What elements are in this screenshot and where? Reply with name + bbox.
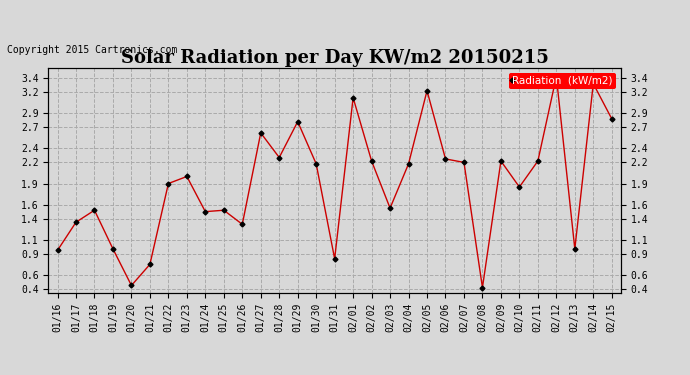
Legend: Radiation  (kW/m2): Radiation (kW/m2) [509,73,615,89]
Text: Copyright 2015 Cartronics.com: Copyright 2015 Cartronics.com [7,45,177,55]
Title: Solar Radiation per Day KW/m2 20150215: Solar Radiation per Day KW/m2 20150215 [121,50,549,68]
